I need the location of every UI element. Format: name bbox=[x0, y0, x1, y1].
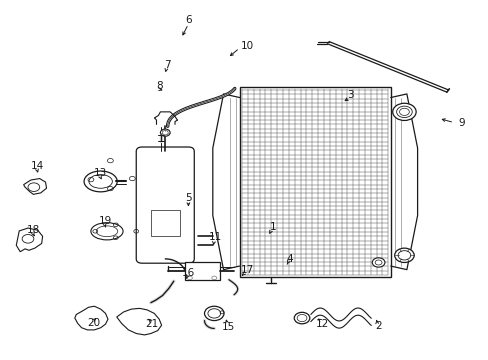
Text: 10: 10 bbox=[240, 41, 253, 50]
Polygon shape bbox=[117, 309, 161, 335]
Ellipse shape bbox=[96, 226, 118, 237]
Text: 18: 18 bbox=[27, 225, 41, 235]
Text: 5: 5 bbox=[185, 193, 191, 203]
Text: 7: 7 bbox=[164, 60, 170, 70]
Polygon shape bbox=[75, 306, 108, 330]
Ellipse shape bbox=[84, 171, 117, 192]
FancyBboxPatch shape bbox=[136, 147, 194, 263]
Text: 11: 11 bbox=[208, 232, 222, 242]
Circle shape bbox=[392, 103, 415, 121]
Text: 15: 15 bbox=[222, 322, 235, 332]
Bar bbox=[184, 262, 220, 280]
Ellipse shape bbox=[89, 175, 112, 188]
Text: 14: 14 bbox=[31, 161, 44, 171]
Polygon shape bbox=[16, 228, 42, 252]
Circle shape bbox=[294, 312, 309, 324]
Bar bbox=[151, 211, 179, 235]
Text: 4: 4 bbox=[285, 254, 292, 264]
Text: 3: 3 bbox=[347, 90, 353, 100]
Circle shape bbox=[374, 260, 381, 265]
Circle shape bbox=[396, 106, 411, 118]
Text: 1: 1 bbox=[269, 222, 276, 232]
Ellipse shape bbox=[91, 223, 123, 240]
Text: 17: 17 bbox=[240, 265, 253, 275]
Text: 16: 16 bbox=[182, 268, 195, 278]
Circle shape bbox=[397, 251, 410, 260]
Text: 12: 12 bbox=[315, 319, 328, 329]
Text: 8: 8 bbox=[156, 81, 162, 91]
Circle shape bbox=[399, 108, 408, 116]
Text: 2: 2 bbox=[374, 321, 381, 331]
Text: 20: 20 bbox=[86, 319, 100, 328]
Text: 13: 13 bbox=[94, 168, 107, 178]
Circle shape bbox=[204, 306, 224, 320]
Circle shape bbox=[394, 248, 413, 262]
Circle shape bbox=[371, 258, 384, 267]
Text: 6: 6 bbox=[185, 15, 191, 26]
Circle shape bbox=[160, 129, 170, 136]
Text: 19: 19 bbox=[99, 216, 112, 226]
Bar bbox=[239, 87, 390, 277]
Text: 21: 21 bbox=[145, 319, 158, 329]
Polygon shape bbox=[23, 179, 46, 194]
Text: 9: 9 bbox=[457, 118, 464, 128]
